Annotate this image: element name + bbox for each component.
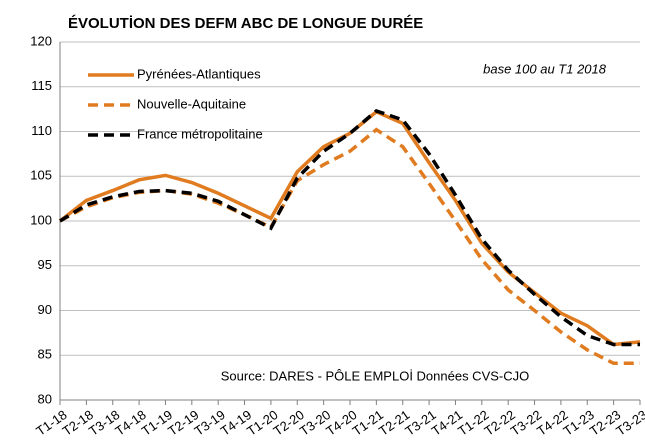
annotation: Source: DARES - PÔLE EMPLOİ Données CVS-… bbox=[221, 368, 530, 383]
legend-label: Pyrénées-Atlantiques bbox=[137, 66, 261, 81]
y-tick-label: 95 bbox=[38, 257, 52, 272]
y-tick-label: 85 bbox=[38, 347, 52, 362]
y-tick-label: 110 bbox=[31, 123, 52, 138]
legend-label: Nouvelle-Aquitaine bbox=[137, 96, 246, 111]
y-tick-label: 115 bbox=[31, 78, 52, 93]
y-tick-label: 80 bbox=[38, 391, 52, 406]
legend-label: France métropolitaine bbox=[137, 126, 263, 141]
series-line bbox=[58, 109, 641, 347]
series-line bbox=[59, 108, 640, 347]
annotation: base 100 au T1 2018 bbox=[483, 61, 607, 76]
y-tick-label: 120 bbox=[30, 33, 52, 48]
y-tick-label: 90 bbox=[38, 302, 52, 317]
y-tick-label: 105 bbox=[30, 168, 52, 183]
y-tick-label: 100 bbox=[30, 212, 52, 227]
chart-title: ÉVOLUTİON DES DEFM ABC DE LONGUE DURÉE bbox=[68, 15, 423, 32]
series-line bbox=[59, 127, 640, 366]
